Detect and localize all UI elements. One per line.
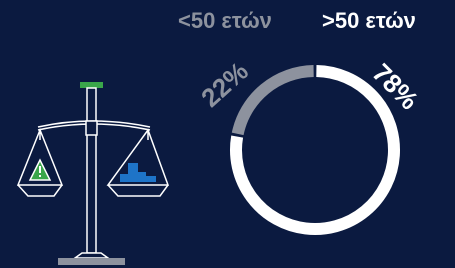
legend-label: >50 ετών: [322, 8, 416, 33]
legend-label: <50 ετών: [178, 8, 272, 33]
infographic: <50 ετών >50 ετών 22%78%: [0, 0, 455, 268]
